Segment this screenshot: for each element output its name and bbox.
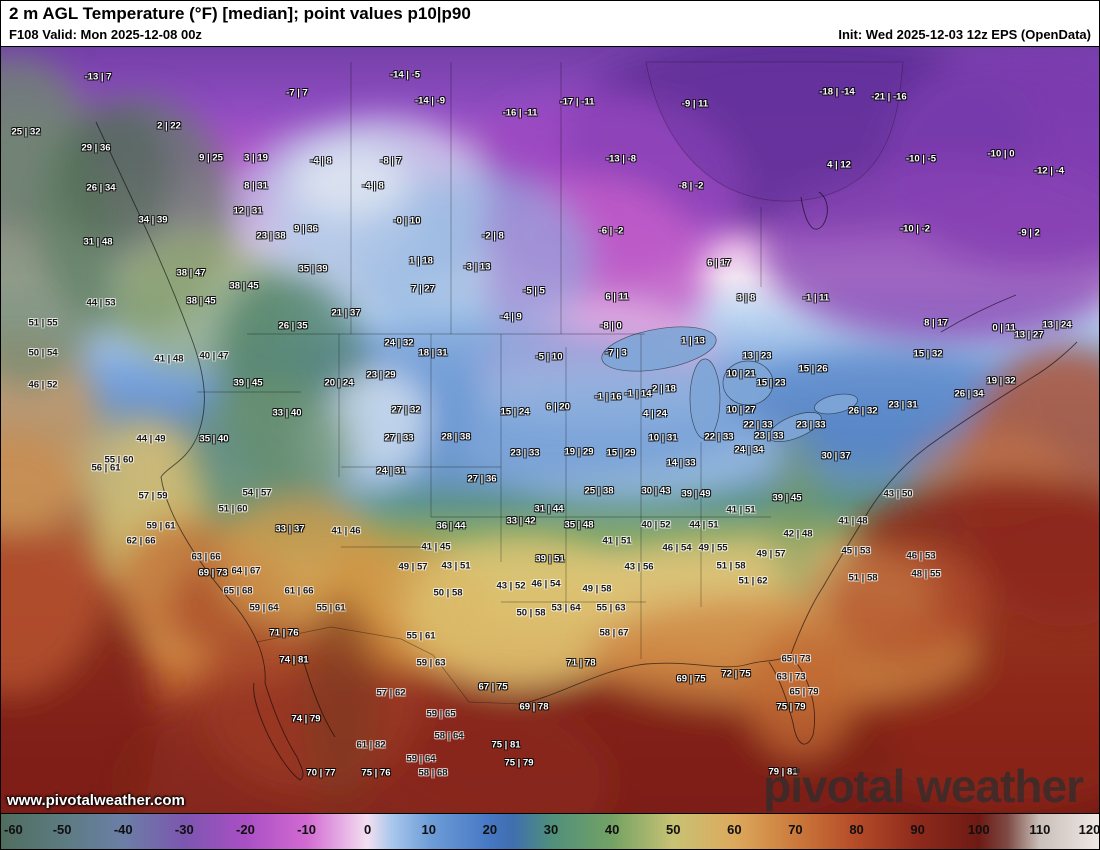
colorbar-tick: -40 <box>113 822 133 837</box>
valid-time: F108 Valid: Mon 2025-12-08 00z <box>9 27 202 42</box>
temperature-blobs <box>1 47 1099 817</box>
colorbar-tick: 60 <box>727 822 742 837</box>
map-header: 2 m AGL Temperature (°F) [median]; point… <box>1 1 1099 46</box>
watermark-url: www.pivotalweather.com <box>7 792 185 809</box>
colorbar-tick: 40 <box>604 822 620 837</box>
colorbar-tick: -20 <box>236 822 255 837</box>
colorbar-tick: 100 <box>967 822 990 837</box>
colorbar-tick: 10 <box>421 822 436 837</box>
colorbar-tick: 90 <box>910 822 925 837</box>
hudson-bay <box>645 61 904 202</box>
colorbar-tick: 110 <box>1029 822 1051 837</box>
colorbar-tick: -50 <box>52 822 72 837</box>
colorbar-tick: -60 <box>4 822 23 837</box>
colorbar-tick: 80 <box>849 822 864 837</box>
colorbar-tick: 70 <box>788 822 803 837</box>
init-time: Init: Wed 2025-12-03 12z EPS (OpenData) <box>838 27 1091 42</box>
colorbar-tick: 20 <box>482 822 498 837</box>
colorbar-tick: 120 <box>1078 822 1100 837</box>
map-canvas <box>1 46 1099 817</box>
temperature-field <box>1 47 1099 817</box>
colorbar-tick: 30 <box>543 822 559 837</box>
colorbar: -60 -50 -40 -30 -20 -10 0 10 20 30 40 50 60 70 80 90 100… <box>1 813 1100 849</box>
great-lakes <box>601 326 858 442</box>
political-borders <box>197 62 771 705</box>
coastlines <box>95 121 1078 781</box>
colorbar-tick: -10 <box>297 822 316 837</box>
brand-watermark: pivotal weather <box>763 760 1084 812</box>
colorbar-tick: 50 <box>665 822 681 837</box>
colorbar-tick: -30 <box>174 822 194 837</box>
map-title: 2 m AGL Temperature (°F) [median]; point… <box>9 4 471 23</box>
colorbar-tick: 0 <box>364 822 372 837</box>
